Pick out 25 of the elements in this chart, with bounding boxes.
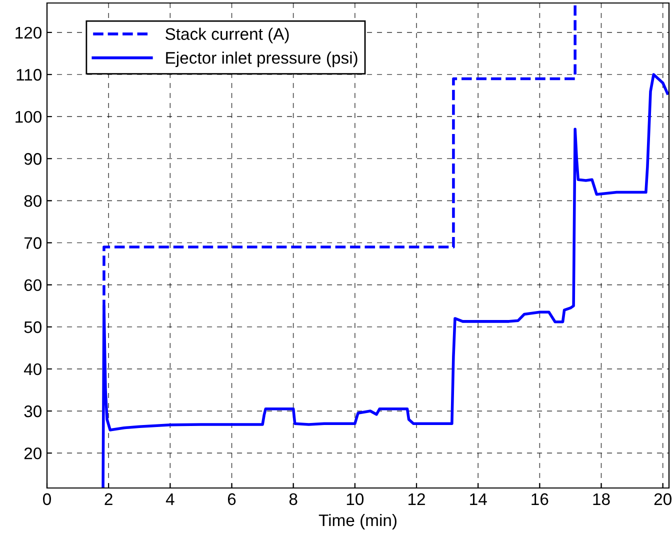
- legend-label: Ejector inlet pressure (psi): [166, 52, 358, 68]
- y-tick-label: 60: [24, 279, 42, 292]
- x-tick-label: 16: [532, 493, 548, 506]
- x-tick-label: 6: [228, 493, 236, 506]
- y-tick-label: 80: [24, 195, 42, 207]
- y-tick-label: 120: [16, 26, 42, 39]
- x-tick-label: 18: [593, 493, 610, 506]
- y-tick-label: 90: [24, 153, 42, 165]
- legend-label: Stack current (A): [166, 28, 289, 44]
- x-tick-label: 20: [654, 493, 672, 506]
- y-tick-label: 40: [24, 363, 42, 376]
- x-axis-title: Time (min): [318, 514, 396, 530]
- x-tick-label: 14: [470, 493, 487, 505]
- y-tick-label: 100: [16, 110, 42, 123]
- y-tick-label: 20: [24, 447, 42, 460]
- y-tick-label: 70: [24, 237, 42, 249]
- x-tick-label: 12: [408, 493, 425, 505]
- y-tick-label: 50: [24, 321, 42, 334]
- x-tick-label: 4: [166, 493, 174, 505]
- x-tick-label: 10: [346, 493, 364, 506]
- y-tick-label: 110: [16, 68, 42, 81]
- x-tick-label: 0: [43, 493, 51, 506]
- x-tick-label: 2: [104, 493, 112, 505]
- x-tick-label: 8: [289, 493, 298, 506]
- y-tick-label: 30: [24, 405, 42, 418]
